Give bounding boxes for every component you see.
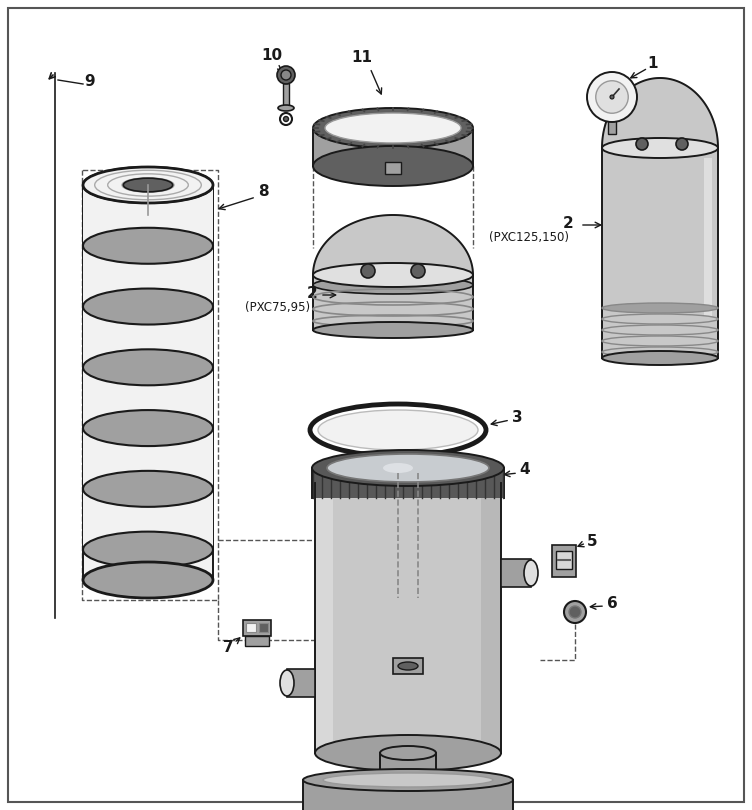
Text: 2: 2 (306, 285, 317, 301)
Ellipse shape (602, 336, 718, 346)
Ellipse shape (313, 146, 473, 186)
Bar (313, 128, 473, 166)
Ellipse shape (313, 322, 473, 338)
Ellipse shape (313, 263, 473, 287)
Circle shape (676, 138, 688, 150)
Circle shape (277, 66, 295, 84)
Ellipse shape (83, 410, 213, 446)
Text: 10: 10 (262, 48, 283, 62)
Bar (552, 545, 576, 577)
Ellipse shape (315, 735, 501, 771)
Bar (556, 551, 572, 569)
Bar (283, 83, 289, 108)
Bar (83, 185, 213, 245)
Ellipse shape (313, 276, 473, 294)
Bar (83, 489, 213, 550)
Ellipse shape (83, 531, 213, 568)
Ellipse shape (312, 450, 504, 486)
Ellipse shape (123, 178, 173, 192)
Bar (83, 306, 213, 367)
Ellipse shape (303, 769, 513, 791)
Ellipse shape (318, 410, 478, 450)
Polygon shape (602, 78, 718, 148)
Bar (246, 623, 256, 632)
Bar (83, 245, 213, 306)
Ellipse shape (602, 303, 718, 313)
Ellipse shape (83, 349, 213, 386)
Ellipse shape (278, 105, 294, 111)
Text: (PXC125,150): (PXC125,150) (489, 231, 569, 244)
Bar (313, 275, 473, 330)
Bar (245, 636, 269, 646)
Text: 1: 1 (647, 56, 658, 70)
Bar (259, 623, 268, 632)
Text: (PXC75,95): (PXC75,95) (245, 301, 310, 314)
Circle shape (587, 72, 637, 122)
Ellipse shape (313, 108, 473, 148)
Bar (315, 483, 501, 753)
Text: 9: 9 (85, 75, 96, 89)
Circle shape (569, 606, 581, 618)
Ellipse shape (323, 773, 493, 787)
Bar (380, 753, 436, 788)
Text: 4: 4 (520, 463, 530, 478)
Text: 5: 5 (587, 534, 597, 548)
Bar (312, 468, 504, 498)
Circle shape (610, 95, 614, 99)
Ellipse shape (280, 670, 294, 696)
Text: 11: 11 (351, 50, 372, 66)
Circle shape (281, 70, 291, 80)
Bar (315, 483, 333, 753)
Ellipse shape (83, 562, 213, 598)
Ellipse shape (83, 471, 213, 507)
Bar (287, 669, 315, 697)
Circle shape (411, 264, 425, 278)
Bar (303, 780, 513, 810)
Text: 7: 7 (223, 640, 233, 654)
Bar (83, 185, 213, 580)
Text: 3: 3 (511, 411, 523, 425)
Ellipse shape (83, 167, 213, 203)
Ellipse shape (398, 662, 418, 670)
Ellipse shape (383, 463, 413, 473)
Ellipse shape (327, 454, 489, 482)
Ellipse shape (83, 288, 213, 325)
Polygon shape (313, 215, 473, 275)
Text: 6: 6 (607, 596, 617, 612)
Ellipse shape (602, 138, 718, 158)
Ellipse shape (602, 314, 718, 324)
Ellipse shape (524, 560, 538, 586)
Bar (704, 158, 712, 318)
Bar (393, 658, 423, 674)
Bar (608, 120, 616, 134)
Bar (602, 148, 718, 358)
Text: 2: 2 (563, 215, 574, 231)
Bar (501, 559, 531, 587)
Text: 8: 8 (258, 185, 268, 199)
Ellipse shape (83, 228, 213, 264)
Ellipse shape (325, 113, 461, 143)
Circle shape (361, 264, 375, 278)
Ellipse shape (602, 347, 718, 357)
Bar (243, 620, 271, 636)
Circle shape (596, 81, 628, 113)
Ellipse shape (602, 351, 718, 365)
Bar (385, 162, 401, 174)
Circle shape (636, 138, 648, 150)
Bar (83, 428, 213, 489)
Circle shape (284, 117, 289, 121)
Bar (83, 367, 213, 428)
Ellipse shape (380, 746, 436, 760)
Bar (481, 483, 501, 753)
Circle shape (564, 601, 586, 623)
Ellipse shape (83, 167, 213, 203)
Ellipse shape (602, 325, 718, 335)
